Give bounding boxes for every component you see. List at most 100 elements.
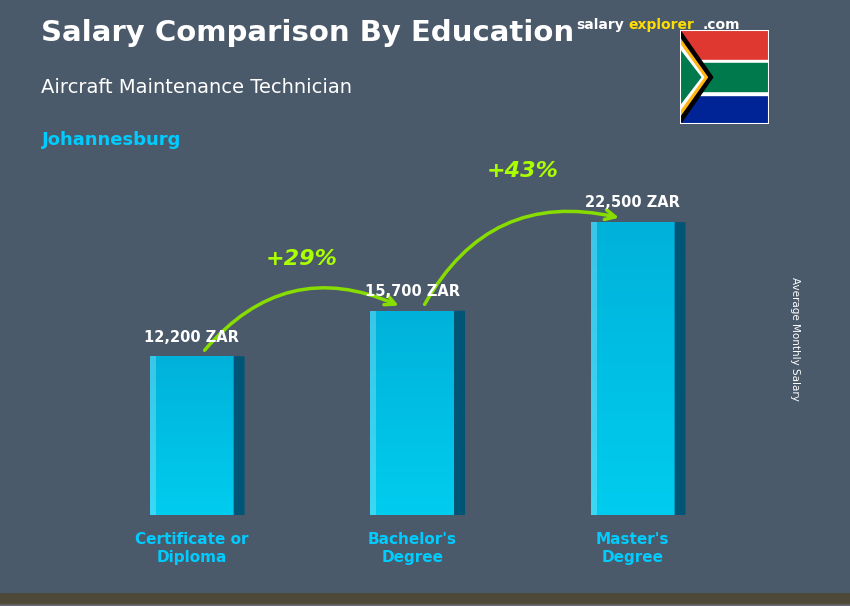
Bar — [591, 368, 675, 375]
Bar — [591, 433, 675, 439]
Bar — [150, 401, 234, 404]
Bar — [591, 421, 675, 427]
Bar — [150, 385, 234, 388]
Bar — [371, 450, 454, 454]
Bar — [371, 478, 454, 482]
Bar — [371, 429, 454, 433]
Bar — [371, 470, 454, 474]
Bar — [680, 63, 769, 92]
Bar — [591, 281, 675, 287]
Bar — [591, 474, 675, 480]
Bar — [371, 487, 454, 491]
Bar — [591, 462, 675, 468]
Bar — [150, 512, 234, 515]
Bar — [371, 360, 454, 364]
Bar — [591, 258, 675, 263]
Text: .com: .com — [702, 18, 740, 32]
Bar — [150, 496, 234, 499]
Text: +43%: +43% — [486, 161, 558, 181]
Bar — [371, 368, 454, 372]
Text: Bachelor's
Degree: Bachelor's Degree — [368, 532, 456, 565]
Bar — [680, 30, 769, 77]
Bar — [591, 404, 675, 410]
Text: Average Monthly Salary: Average Monthly Salary — [790, 278, 800, 401]
Text: 15,700 ZAR: 15,700 ZAR — [365, 284, 460, 299]
Bar — [591, 445, 675, 451]
Polygon shape — [680, 30, 712, 124]
Bar — [591, 410, 675, 416]
Bar — [150, 477, 234, 480]
Bar — [371, 438, 454, 442]
Bar — [371, 409, 454, 413]
Bar — [150, 429, 234, 433]
Bar — [591, 275, 675, 281]
Bar — [591, 491, 675, 498]
Bar — [150, 439, 234, 442]
Bar — [680, 77, 769, 124]
Bar — [150, 420, 234, 423]
Bar — [150, 362, 234, 366]
Bar — [371, 507, 454, 511]
Bar — [591, 287, 675, 293]
Bar — [371, 442, 454, 445]
Bar — [591, 392, 675, 398]
Bar — [591, 228, 675, 234]
Bar — [150, 445, 234, 448]
Bar — [371, 458, 454, 462]
Bar — [591, 386, 675, 392]
Text: salary: salary — [576, 18, 624, 32]
Bar — [150, 359, 234, 362]
Bar — [591, 345, 675, 351]
Bar — [150, 442, 234, 445]
Bar — [591, 504, 675, 509]
Bar — [150, 433, 234, 436]
Bar — [371, 380, 454, 384]
Bar — [591, 375, 675, 381]
Bar — [371, 417, 454, 421]
Bar — [371, 327, 454, 331]
Bar — [150, 369, 234, 372]
Bar — [591, 263, 675, 269]
Bar — [371, 503, 454, 507]
Bar — [591, 439, 675, 445]
Bar — [371, 445, 454, 450]
Bar — [150, 388, 234, 391]
Bar — [591, 328, 675, 333]
Bar — [371, 331, 454, 335]
Bar — [591, 381, 675, 386]
Bar — [591, 427, 675, 433]
Bar — [371, 401, 454, 405]
Bar — [371, 474, 454, 478]
Bar — [371, 372, 454, 376]
Bar — [150, 356, 234, 359]
Bar — [591, 322, 675, 328]
Bar — [371, 396, 454, 401]
Bar — [150, 490, 234, 493]
Bar — [371, 393, 454, 396]
Bar — [150, 391, 234, 395]
Polygon shape — [680, 43, 705, 112]
Bar — [371, 364, 454, 368]
Bar — [680, 91, 769, 95]
Polygon shape — [234, 356, 245, 515]
Bar — [150, 471, 234, 474]
Bar — [591, 509, 675, 515]
Bar — [150, 505, 234, 509]
Bar — [150, 480, 234, 484]
Bar — [150, 410, 234, 413]
Bar — [371, 494, 454, 499]
Bar — [371, 421, 454, 425]
Bar — [591, 240, 675, 245]
Text: explorer: explorer — [628, 18, 694, 32]
Bar — [371, 315, 454, 319]
Bar — [150, 423, 234, 426]
Bar — [150, 499, 234, 502]
Bar — [371, 466, 454, 470]
Bar — [371, 405, 454, 409]
Bar — [150, 464, 234, 467]
Bar — [150, 417, 234, 420]
Bar — [371, 335, 454, 339]
Bar — [371, 311, 454, 315]
Bar — [150, 436, 234, 439]
Bar — [591, 416, 675, 421]
